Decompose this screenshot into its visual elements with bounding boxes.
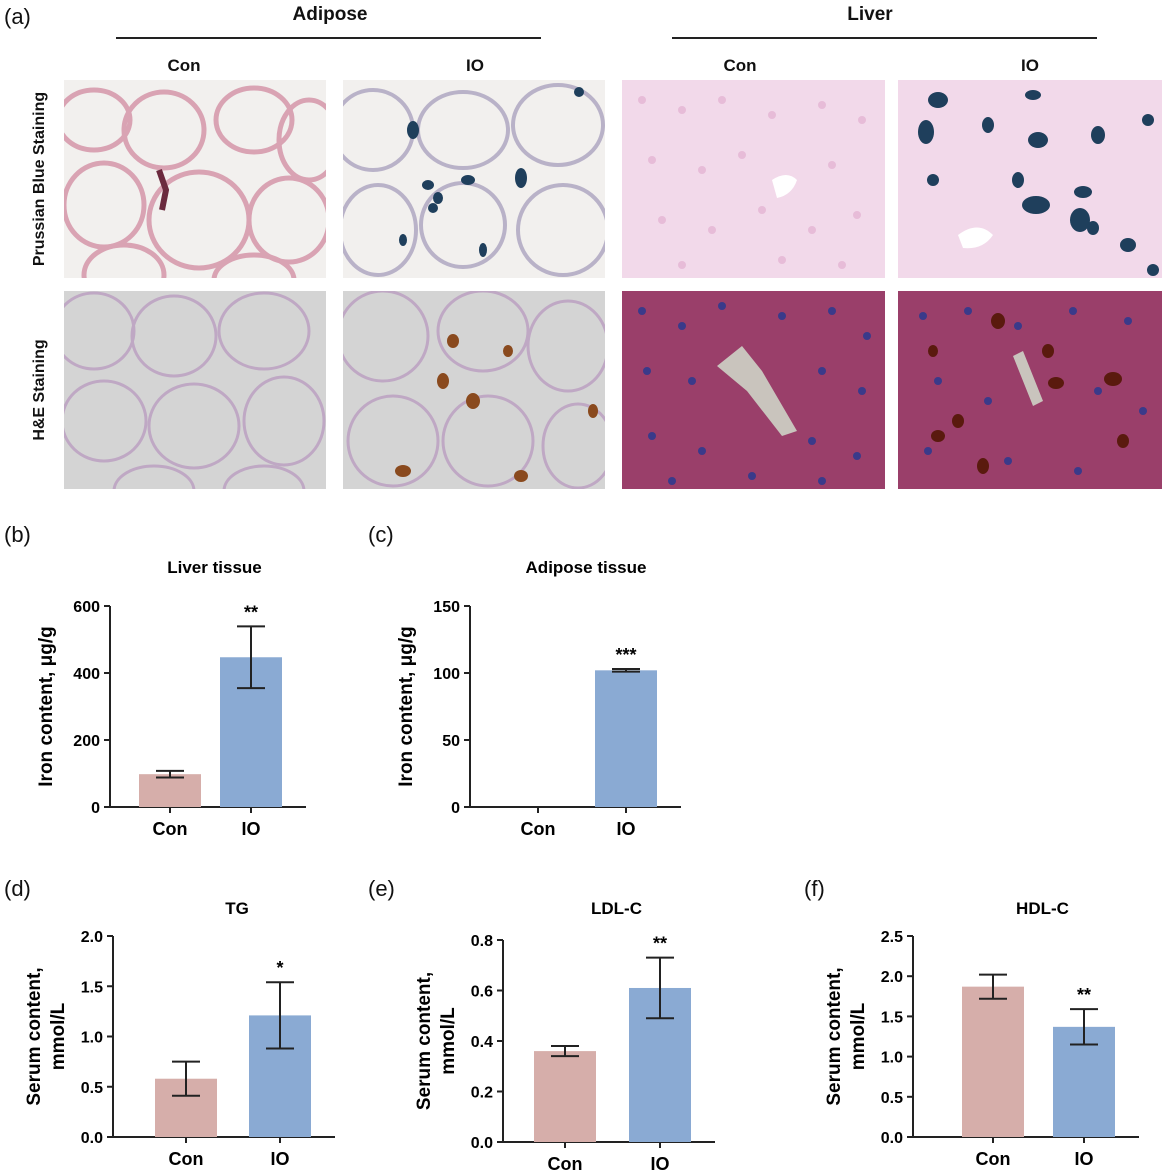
y-tick-label: 0.0 (471, 1135, 493, 1152)
y-tick-label: 2.5 (881, 929, 903, 946)
y-tick-label: 1.5 (81, 979, 103, 996)
x-tick-label: IO (241, 819, 260, 839)
x-tick-label: IO (1074, 1149, 1093, 1169)
y-tick-label: 0.4 (471, 1034, 493, 1051)
y-axis-label-line-2: mmol/L (848, 1002, 869, 1070)
y-tick-label: 0.8 (471, 933, 493, 950)
x-tick-label: IO (650, 1154, 669, 1172)
row-label-prussian-blue: Prussian Blue Staining (31, 91, 48, 267)
chart-hdl-c: HDL-C Serum content, mmol/L 0.0 0.5 1.0 1.5 2.0… (824, 899, 1139, 1169)
panel-e-letter: (e) (368, 876, 395, 901)
y-tick-label: 150 (433, 599, 460, 616)
chart-tg: TG Serum content, mmol/L 0.0 0.5 1.0 1.5 2.0 Con… (24, 899, 335, 1169)
micrograph-adipose-io-prussian (343, 80, 605, 278)
y-tick-label: 100 (433, 666, 460, 683)
chart-title: Liver tissue (167, 558, 262, 577)
chart-title: Adipose tissue (526, 558, 647, 577)
x-tick-label: Con (153, 819, 188, 839)
y-tick-label: 0.5 (881, 1090, 903, 1107)
y-tick-label: 0.6 (471, 984, 493, 1001)
micrograph-adipose-io-he (343, 291, 605, 489)
y-tick-label: 0.2 (471, 1085, 493, 1102)
y-axis-label-line-2: mmol/L (48, 1002, 69, 1070)
y-axis-label: Iron content, μg/g (396, 626, 417, 786)
x-tick-label: Con (521, 819, 556, 839)
adipose-header-rule (116, 37, 541, 39)
chart-title: LDL-C (591, 899, 642, 918)
chart-title: HDL-C (1016, 899, 1069, 918)
micrograph-adipose-con-he (64, 291, 326, 489)
y-tick-label: 600 (73, 599, 100, 616)
micrograph-liver-io-he (898, 291, 1162, 489)
panel-a-letter: (a) (4, 4, 31, 29)
liver-header: Liver (847, 4, 893, 25)
y-tick-label: 400 (73, 666, 100, 683)
micrograph-adipose-con-prussian (64, 80, 326, 278)
y-axis-label-line-1: Serum content, (414, 972, 435, 1110)
liver-header-rule (672, 37, 1097, 39)
significance-marker: ** (244, 602, 258, 622)
y-axis-label-line-1: Serum content, (24, 967, 45, 1105)
chart-liver-tissue: Liver tissue Iron content, μg/g 0 200 400 600… (36, 558, 306, 839)
y-tick-label: 200 (73, 733, 100, 750)
panel-d-letter: (d) (4, 876, 31, 901)
panel-c-letter: (c) (368, 522, 394, 547)
y-tick-label: 0.5 (81, 1080, 103, 1097)
adipose-header: Adipose (292, 4, 368, 25)
y-tick-label: 0.0 (881, 1130, 903, 1147)
y-tick-label: 1.0 (881, 1050, 903, 1067)
micrograph-liver-con-he (622, 291, 885, 489)
x-tick-label: IO (270, 1149, 289, 1169)
y-axis-label-line-1: Serum content, (824, 967, 845, 1105)
chart-title: TG (225, 899, 249, 918)
y-tick-label: 1.5 (881, 1009, 903, 1026)
significance-marker: ** (653, 934, 667, 954)
bar-con (962, 986, 1024, 1137)
y-tick-label: 0 (91, 800, 100, 817)
significance-marker: *** (615, 645, 636, 665)
x-tick-label: Con (976, 1149, 1011, 1169)
col-label-adipose-con: Con (167, 56, 201, 75)
x-tick-label: IO (616, 819, 635, 839)
y-axis-label: Iron content, μg/g (36, 626, 57, 786)
bar-con (534, 1051, 596, 1142)
micrograph-liver-con-prussian (622, 80, 885, 278)
micrograph-liver-io-prussian (898, 80, 1162, 278)
panel-f-letter: (f) (804, 876, 825, 901)
y-tick-label: 0 (451, 800, 460, 817)
y-axis-label-line-2: mmol/L (438, 1007, 459, 1075)
chart-ldl-c: LDL-C Serum content, mmol/L 0.0 0.2 0.4 0.6 0.8… (414, 899, 715, 1172)
col-label-liver-con: Con (723, 56, 757, 75)
panel-b-letter: (b) (4, 522, 31, 547)
col-label-adipose-io: IO (466, 56, 484, 75)
bar-io (595, 670, 657, 807)
y-tick-label: 1.0 (81, 1030, 103, 1047)
y-tick-label: 2.0 (81, 929, 103, 946)
y-tick-label: 0.0 (81, 1130, 103, 1147)
x-tick-label: Con (169, 1149, 204, 1169)
significance-marker: ** (1077, 985, 1091, 1005)
significance-marker: * (276, 958, 283, 978)
bar-con (139, 774, 201, 807)
chart-adipose-tissue: Adipose tissue Iron content, μg/g 0 50 100 15… (396, 558, 681, 839)
y-tick-label: 50 (442, 733, 460, 750)
row-label-he: H&E Staining (31, 339, 48, 441)
y-tick-label: 2.0 (881, 969, 903, 986)
col-label-liver-io: IO (1021, 56, 1039, 75)
x-tick-label: Con (548, 1154, 583, 1172)
